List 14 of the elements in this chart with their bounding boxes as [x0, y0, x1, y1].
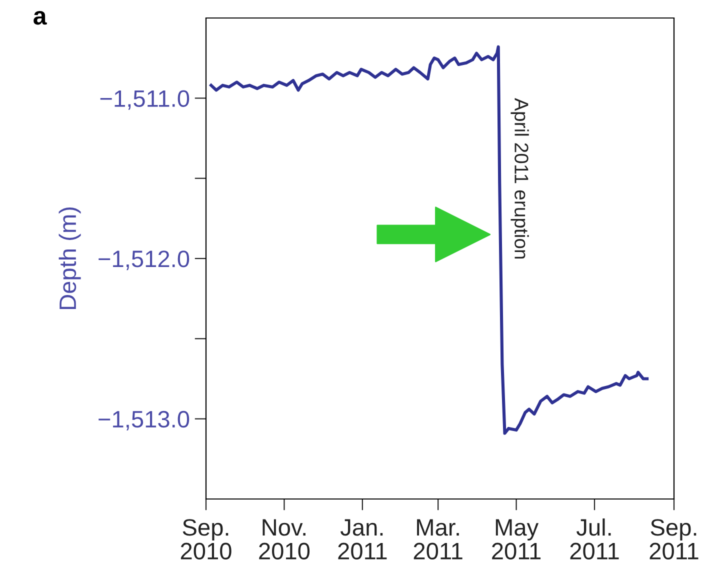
x-tick-label: Nov. 2010 [259, 519, 310, 560]
y-tick-label: −1,512.0 [98, 250, 190, 270]
x-tick-label: May 2011 [492, 519, 541, 560]
y-tick-label: −1,513.0 [98, 410, 190, 430]
line-series [210, 45, 649, 435]
y-axis-title: Depth (m) [58, 207, 81, 310]
y-tick-label: −1,511.0 [100, 90, 190, 110]
chart-title: a [34, 11, 47, 25]
x-tick-label: Jan. 2011 [338, 519, 387, 560]
x-tick-label: Sep. 2010 [180, 519, 232, 560]
x-tick-label: Sep. 2011 [650, 519, 698, 560]
x-tick-label: Jul. 2011 [570, 518, 619, 560]
annotation: April 2011 eruption [510, 98, 529, 259]
x-tick-label: Mar. 2011 [414, 519, 462, 560]
